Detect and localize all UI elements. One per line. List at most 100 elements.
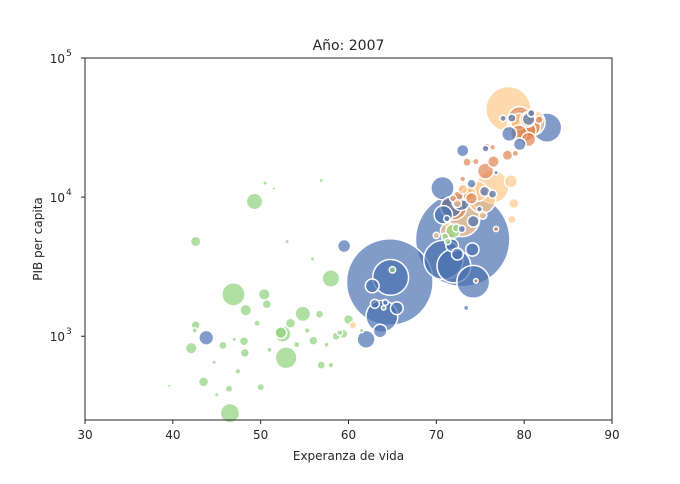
bubble-point <box>321 269 341 288</box>
bubble-point <box>450 247 465 261</box>
bubble-point <box>487 189 498 200</box>
bubble-point <box>309 255 316 262</box>
bubble-point <box>262 180 269 187</box>
bubble-point <box>213 391 220 398</box>
bubble-point <box>462 304 470 312</box>
bubble-point <box>507 214 517 225</box>
bubble-point <box>430 175 455 201</box>
bubble-point <box>442 214 451 223</box>
bubble-point <box>189 235 202 248</box>
bubble-point <box>323 341 330 349</box>
bubble-point <box>256 382 266 392</box>
bubble-point <box>271 186 277 192</box>
bubble-point <box>316 360 327 370</box>
bubble-point <box>486 155 500 169</box>
bubble-point <box>166 383 172 389</box>
bubble-point <box>294 305 312 323</box>
bubble-point <box>303 326 311 335</box>
x-tick-label: 70 <box>429 428 444 442</box>
bubble-point <box>475 205 484 213</box>
bubble-point <box>466 178 477 189</box>
bubble-point <box>478 210 488 220</box>
bubble-point <box>457 183 469 195</box>
bubble-point <box>372 323 388 339</box>
bubble-point <box>261 298 273 310</box>
bubble-point <box>457 224 467 234</box>
bubble-point <box>358 327 365 334</box>
bubble-point <box>336 329 344 337</box>
bubble-point <box>318 177 325 184</box>
bubble-point <box>448 194 458 203</box>
bubble-point <box>534 115 544 125</box>
bubble-point <box>234 367 242 375</box>
y-tick-exponent: 5 <box>66 49 72 59</box>
y-tick-label: 10 <box>50 330 65 344</box>
bubble-point <box>371 258 410 297</box>
bubble-point <box>503 174 519 189</box>
bubble-point <box>219 402 241 424</box>
bubble-point <box>501 125 518 143</box>
bubble-point <box>191 327 199 334</box>
bubble-point <box>274 346 298 370</box>
bubble-point <box>292 340 301 349</box>
bubble-point <box>198 329 215 346</box>
bubble-point <box>348 320 358 330</box>
x-tick-label: 40 <box>165 428 180 442</box>
bubble-point <box>308 335 319 346</box>
bubble-point <box>364 278 380 294</box>
bubble-point <box>388 265 397 274</box>
bubble-point <box>466 214 480 228</box>
bubble-point <box>481 144 490 153</box>
bubble-point <box>245 192 264 211</box>
x-tick-label: 80 <box>517 428 532 442</box>
bubble-point <box>455 143 470 158</box>
bubble-point <box>218 340 228 351</box>
chart-title: Año: 2007 <box>313 38 385 54</box>
bubble-point <box>471 157 480 166</box>
bubble-point <box>239 347 251 359</box>
y-tick-exponent: 3 <box>66 327 72 337</box>
bubble-point <box>459 175 467 183</box>
bubble-point <box>221 281 246 307</box>
x-axis-label: Experanza de vida <box>293 449 404 463</box>
y-tick-label: 10 <box>50 52 65 66</box>
bubble-point <box>356 329 376 349</box>
bubble-point <box>493 169 500 176</box>
bubble-point <box>238 336 250 347</box>
bubble-point <box>380 304 387 311</box>
x-tick-label: 50 <box>253 428 268 442</box>
bubble-point <box>507 113 517 123</box>
bubble-point <box>224 384 234 394</box>
bubble-point <box>314 309 325 320</box>
bubble-point <box>462 157 472 168</box>
bubble-point <box>274 326 288 340</box>
bubbles-layer <box>166 85 563 424</box>
bubble-point <box>501 149 514 162</box>
x-axis-ticks: 30 40 50 60 70 80 90 <box>77 420 620 442</box>
bubble-point <box>266 346 273 354</box>
bubble-point <box>211 359 218 366</box>
bubble-point <box>443 237 452 246</box>
bubble-point <box>499 114 508 123</box>
bubble-point <box>184 341 198 355</box>
y-tick-label: 10 <box>50 191 65 205</box>
x-tick-label: 30 <box>77 428 92 442</box>
bubble-point <box>488 143 497 151</box>
bubble-point <box>512 137 527 152</box>
bubble-point <box>464 242 480 257</box>
bubble-point <box>239 303 253 317</box>
y-axis-label: PIB per capita <box>31 197 45 281</box>
bubble-point <box>432 231 441 240</box>
bubble-point <box>336 238 352 254</box>
bubble-point <box>492 225 500 233</box>
x-tick-label: 60 <box>341 428 356 442</box>
bubble-point <box>472 277 479 284</box>
bubble-point <box>389 301 404 316</box>
bubble-point <box>369 298 381 310</box>
bubble-point <box>197 376 210 388</box>
bubble-point <box>284 238 291 245</box>
bubble-point <box>526 108 536 118</box>
